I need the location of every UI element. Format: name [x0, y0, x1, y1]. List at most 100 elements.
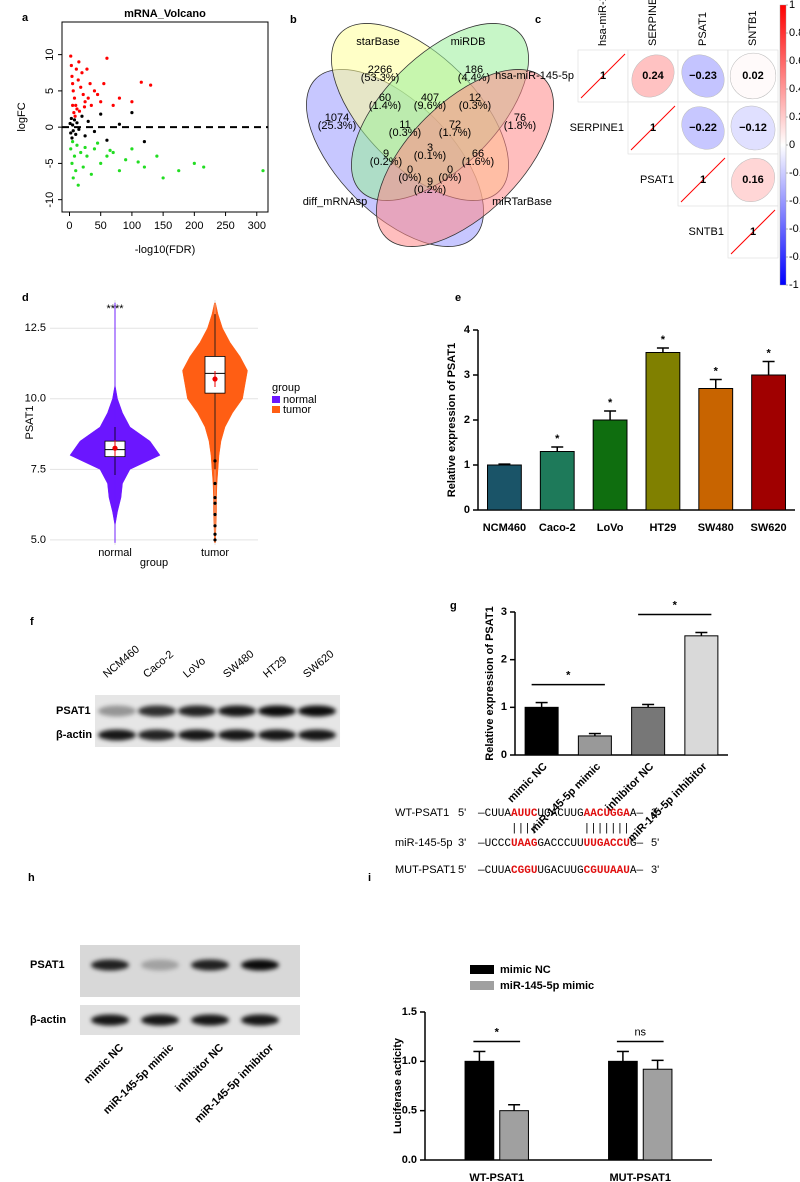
point	[69, 147, 73, 151]
x-tick-label: 0	[66, 220, 72, 232]
point	[75, 143, 79, 147]
y-axis-label: Relative expression of PSAT1	[446, 343, 458, 497]
point	[85, 154, 89, 158]
legend-swatch	[470, 965, 494, 974]
sequence-name: WT-PSAT1	[395, 807, 449, 819]
x-tick-label: tumor	[201, 547, 229, 559]
region-percent: (0%)	[398, 172, 421, 184]
colorbar-tick-label: -0.4	[789, 195, 800, 207]
region-count: 0	[447, 164, 453, 176]
point	[83, 134, 87, 138]
region-count: 2266	[368, 64, 392, 76]
lane-label: LoVo	[181, 655, 208, 680]
point	[102, 82, 106, 86]
corr-value: 1	[600, 70, 606, 82]
bar	[698, 388, 734, 511]
point	[105, 138, 109, 142]
y-tick-label: 1.0	[402, 1055, 417, 1067]
sequence-end: 5'	[651, 837, 659, 849]
sequence-end: 5'	[458, 807, 466, 819]
region-percent: (0.2%)	[370, 156, 402, 168]
point	[117, 169, 122, 173]
point	[76, 183, 80, 187]
sequence-segment: UUGACCU	[584, 838, 630, 850]
point	[69, 116, 73, 121]
point	[71, 103, 75, 107]
x-tick-label: WT-PSAT1	[469, 1172, 524, 1182]
y-axis-label: PSAT1	[24, 405, 36, 439]
point	[75, 107, 79, 111]
chart-title: mRNA_Volcano	[124, 8, 206, 20]
point	[74, 132, 78, 137]
point	[88, 82, 92, 86]
y-tick-label: -5	[44, 159, 56, 169]
colorbar-tick-label: 0.8	[789, 27, 800, 39]
x-tick-label: NCM460	[483, 522, 526, 534]
point	[71, 129, 75, 133]
sequence: —UCCCUAAGGACCCUUUUGACCUG—	[477, 838, 643, 850]
colorbar-tick-label: -0.2	[789, 167, 800, 179]
point	[124, 158, 128, 162]
region-percent: (25.3%)	[318, 120, 357, 132]
venn-set-label: starBase	[356, 36, 399, 48]
sequence-segment: —CUUA	[477, 808, 511, 820]
colorbar-tick-label: -0.6	[789, 223, 800, 235]
corr-value: −0.12	[739, 122, 767, 134]
outlier	[213, 512, 217, 517]
point	[71, 89, 75, 93]
pairing: |||||||	[584, 823, 630, 835]
point	[108, 148, 112, 152]
legend-swatch	[272, 406, 280, 413]
corr-mark	[631, 54, 675, 98]
point	[99, 112, 103, 116]
point	[85, 67, 89, 71]
corr-value: 0.16	[742, 174, 763, 186]
x-tick-label: 150	[154, 220, 172, 232]
point	[72, 118, 77, 122]
band	[241, 959, 279, 971]
band	[98, 729, 136, 741]
outlier	[213, 495, 217, 500]
band	[258, 705, 296, 717]
point	[202, 165, 206, 169]
y-tick-label: 12.5	[25, 322, 46, 334]
legend-swatch	[470, 981, 494, 990]
y-tick-label: 1	[464, 459, 470, 471]
region-percent: (0.2%)	[414, 184, 446, 196]
point	[130, 100, 134, 104]
region-percent: (0%)	[438, 172, 461, 184]
panel-label: e	[455, 292, 461, 304]
lane-label: NCM460	[101, 643, 142, 680]
colorbar-tick-label: 0.2	[789, 111, 800, 123]
band	[298, 729, 336, 741]
bar	[608, 1060, 638, 1161]
sequence-segment: AACUGGA	[584, 808, 631, 820]
x-tick-label: 200	[185, 220, 203, 232]
region-count: 1074	[325, 112, 349, 124]
point	[86, 96, 90, 100]
point	[142, 165, 146, 169]
y-tick-label: 10.0	[25, 393, 46, 405]
x-tick-label: 300	[248, 220, 266, 232]
panel-label: h	[28, 872, 35, 884]
lane-label: HT29	[261, 654, 289, 680]
region-percent: (4.4%)	[458, 72, 490, 84]
x-tick-label: 100	[123, 220, 141, 232]
plot-frame	[61, 21, 269, 213]
region-count: 3	[427, 142, 433, 154]
region-count: 11	[399, 119, 410, 131]
corr-mark	[729, 52, 777, 100]
sequence-end: 3'	[651, 807, 659, 819]
point	[95, 141, 100, 145]
corr-value: 1	[700, 174, 706, 186]
y-tick-label: 0	[44, 124, 56, 130]
outlier	[213, 459, 217, 463]
point	[111, 103, 115, 107]
region-percent: (0.3%)	[389, 127, 421, 139]
point	[74, 67, 78, 71]
point	[92, 129, 97, 134]
x-tick-label: SW480	[698, 522, 734, 534]
point	[81, 165, 85, 169]
bar	[684, 635, 719, 756]
column-label: SNTB1	[747, 11, 759, 46]
